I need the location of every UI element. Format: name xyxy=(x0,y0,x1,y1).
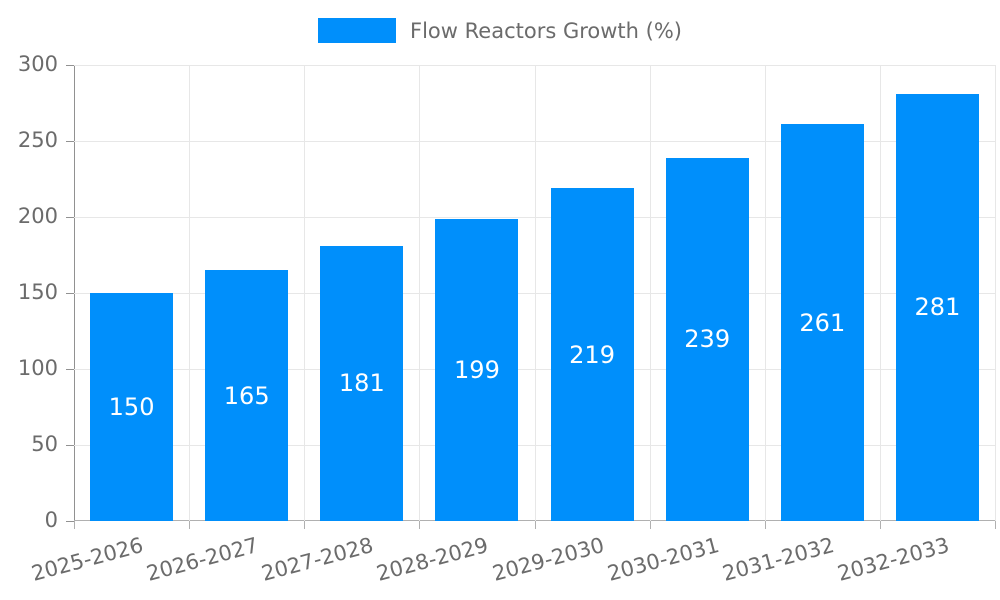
bar[interactable]: 239 xyxy=(665,157,749,521)
y-axis-label: 150 xyxy=(17,280,58,304)
y-tick-mark xyxy=(66,445,74,446)
x-tick-mark xyxy=(879,521,881,529)
y-tick-mark xyxy=(66,65,74,66)
x-axis-label: 2029-2030 xyxy=(489,533,607,586)
y-axis-label: 0 xyxy=(44,508,58,532)
x-axis-label: 2030-2031 xyxy=(604,533,722,586)
gridline-v xyxy=(879,65,881,521)
legend[interactable]: Flow Reactors Growth (%) xyxy=(0,18,1000,43)
gridline-v xyxy=(995,65,996,521)
y-tick-mark xyxy=(66,293,74,294)
bar[interactable]: 165 xyxy=(205,270,289,521)
bar-value-label: 239 xyxy=(684,325,731,354)
x-axis-label: 2028-2029 xyxy=(374,533,492,586)
x-tick-mark xyxy=(534,521,536,529)
bar[interactable]: 281 xyxy=(895,93,979,521)
gridline-v xyxy=(649,65,651,521)
gridline-v xyxy=(419,65,421,521)
x-tick-mark xyxy=(995,521,996,529)
y-axis-label: 200 xyxy=(17,204,58,228)
x-tick-mark xyxy=(189,521,191,529)
x-tick-mark xyxy=(74,521,75,529)
bar-value-label: 219 xyxy=(569,340,615,369)
x-tick-mark xyxy=(419,521,421,529)
x-axis-label: 2026-2027 xyxy=(144,533,261,586)
y-tick-mark xyxy=(66,369,74,370)
x-axis-label: 2025-2026 xyxy=(28,533,146,586)
y-axis-label: 300 xyxy=(17,52,58,76)
bar-value-label: 165 xyxy=(223,381,270,410)
x-tick-mark xyxy=(764,521,766,529)
legend-swatch xyxy=(318,18,397,43)
bar-value-label: 199 xyxy=(454,355,500,384)
gridline-v xyxy=(764,65,766,521)
y-tick-mark xyxy=(66,141,74,142)
y-tick-mark xyxy=(66,521,74,522)
bar[interactable]: 181 xyxy=(320,245,404,521)
bar-value-label: 150 xyxy=(108,393,155,421)
x-tick-mark xyxy=(649,521,651,529)
y-axis-label: 50 xyxy=(31,432,58,456)
legend-label: Flow Reactors Growth (%) xyxy=(410,18,682,43)
x-axis-label: 2032-2033 xyxy=(834,533,952,586)
bar[interactable]: 261 xyxy=(780,124,864,521)
bar-value-label: 261 xyxy=(799,308,846,337)
bar[interactable]: 199 xyxy=(435,218,519,521)
bar-value-label: 281 xyxy=(914,293,961,322)
bar[interactable]: 150 xyxy=(90,293,174,521)
bar[interactable]: 219 xyxy=(550,188,634,521)
plot-area: 150 165 181 199 219 239 261 281 xyxy=(66,65,996,529)
y-axis-label: 100 xyxy=(17,356,58,380)
y-tick-mark xyxy=(66,217,74,218)
gridline-v xyxy=(304,65,306,521)
x-tick-mark xyxy=(304,521,306,529)
x-axis-label: 2031-2032 xyxy=(719,533,837,586)
bar-value-label: 181 xyxy=(338,369,385,398)
y-axis-label: 250 xyxy=(17,128,58,152)
gridline-v xyxy=(534,65,536,521)
x-axis-label: 2027-2028 xyxy=(259,533,377,586)
gridline-v xyxy=(189,65,191,521)
